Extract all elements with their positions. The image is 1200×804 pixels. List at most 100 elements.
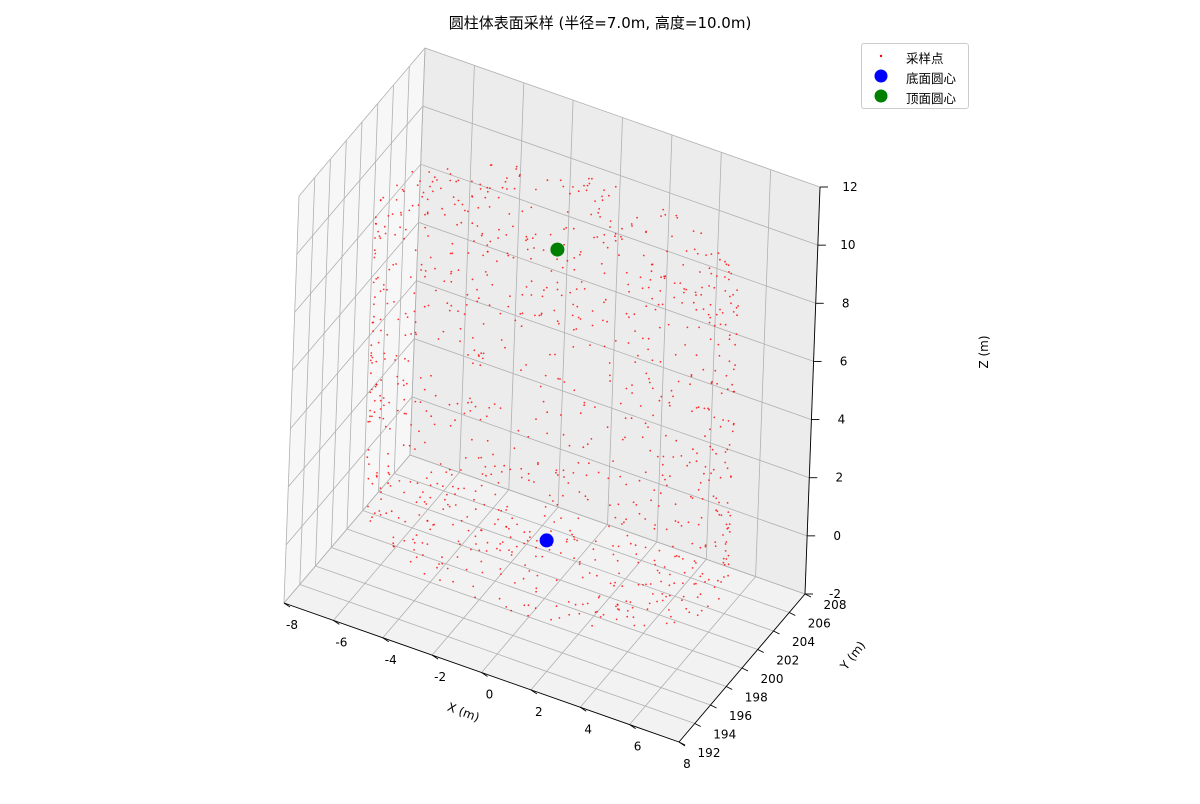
sample-point — [523, 604, 526, 607]
sample-point — [681, 599, 683, 602]
sample-point — [633, 624, 636, 627]
sample-point — [434, 394, 437, 397]
sample-point — [450, 473, 453, 476]
sample-point — [579, 318, 582, 320]
z-tick-label: 6 — [840, 354, 848, 368]
sample-point — [644, 422, 647, 425]
sample-point — [521, 312, 524, 315]
sample-point — [450, 280, 453, 283]
sample-point — [369, 420, 371, 423]
sample-point — [633, 313, 636, 316]
sample-point — [736, 314, 738, 317]
sample-point — [366, 456, 369, 459]
sample-point — [631, 225, 633, 227]
sample-point — [505, 526, 508, 528]
sample-point — [477, 206, 480, 209]
sample-point — [709, 316, 712, 319]
sample-point — [378, 510, 381, 512]
sample-point — [459, 327, 462, 330]
sample-point — [715, 313, 718, 316]
sample-point — [699, 575, 702, 578]
sample-point — [571, 314, 574, 317]
sample-point — [372, 330, 374, 333]
sample-point — [649, 279, 652, 281]
sample-point — [557, 474, 559, 476]
sample-point — [448, 309, 451, 312]
sample-point — [725, 374, 728, 377]
sample-point — [645, 230, 647, 233]
sample-point — [486, 274, 489, 276]
sample-point — [651, 387, 654, 390]
sample-point — [550, 270, 553, 272]
sample-point — [562, 469, 565, 472]
sample-point — [456, 402, 459, 405]
sample-point — [713, 324, 716, 327]
sample-point — [540, 314, 543, 316]
sample-point — [666, 484, 668, 487]
sample-point — [392, 545, 395, 547]
sample-point — [448, 468, 451, 471]
sample-point — [417, 204, 420, 207]
sample-point — [616, 559, 619, 562]
sample-point — [374, 216, 377, 219]
sample-point — [374, 252, 377, 255]
sample-point — [367, 420, 370, 423]
sample-point — [440, 187, 442, 190]
sample-point — [480, 529, 482, 532]
sample-point — [384, 425, 387, 428]
sample-point — [463, 412, 466, 415]
z-tick-label: 10 — [840, 238, 855, 252]
sample-point — [609, 374, 611, 377]
sample-point — [602, 319, 604, 322]
sample-point — [442, 485, 444, 488]
sample-point — [499, 407, 502, 409]
sample-point — [377, 230, 379, 233]
sample-point — [710, 253, 713, 256]
sample-point — [661, 474, 664, 477]
sample-point — [719, 323, 722, 326]
sample-point — [593, 236, 595, 239]
sample-point — [723, 563, 726, 566]
sample-point — [400, 211, 402, 214]
sample-point — [549, 233, 552, 236]
sample-point — [569, 529, 571, 532]
sample-point — [700, 232, 703, 235]
grid-line-z — [296, 105, 819, 255]
sample-point — [478, 549, 481, 552]
sample-point — [631, 606, 634, 609]
sample-point — [690, 375, 693, 378]
sample-point — [623, 521, 625, 524]
sample-point — [387, 465, 390, 468]
sample-point — [413, 310, 416, 313]
sample-point — [661, 593, 664, 595]
sample-point — [731, 430, 734, 433]
sample-point — [571, 533, 573, 536]
sample-point — [510, 554, 513, 556]
sample-point — [415, 556, 418, 559]
sample-point — [377, 341, 380, 344]
sample-point — [614, 516, 617, 519]
sample-point — [370, 372, 372, 375]
sample-point — [471, 180, 473, 183]
y-tick-label: 200 — [761, 672, 784, 686]
sample-point — [722, 561, 725, 564]
x-tick-label: -2 — [434, 670, 446, 684]
sample-point — [586, 184, 589, 187]
sample-point — [693, 248, 696, 251]
sample-point — [505, 509, 508, 511]
sample-point — [464, 209, 466, 212]
sample-point — [660, 395, 663, 398]
sample-point — [580, 281, 583, 283]
sample-point — [692, 448, 694, 451]
sample-point — [581, 576, 584, 579]
sample-point — [668, 401, 671, 404]
sample-point — [527, 472, 530, 475]
sample-point — [373, 303, 375, 306]
sample-point — [631, 392, 633, 394]
sample-point — [457, 540, 460, 543]
sample-point — [713, 286, 716, 289]
sample-point — [367, 505, 369, 508]
sample-point — [370, 354, 373, 357]
sample-point — [426, 211, 429, 214]
sample-point — [369, 359, 372, 362]
